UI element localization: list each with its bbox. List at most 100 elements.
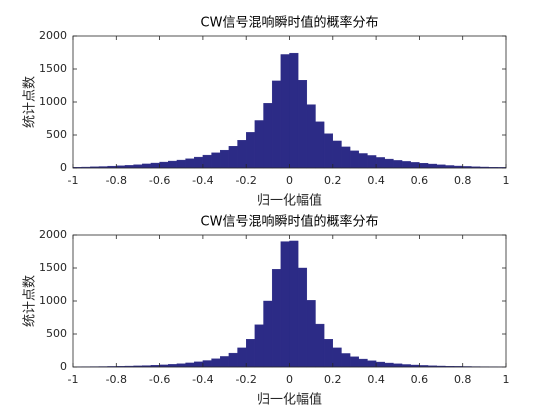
histogram-bar xyxy=(176,159,186,169)
histogram-bar xyxy=(168,160,178,169)
x-tick-label: 0 xyxy=(286,373,293,386)
histogram-bar xyxy=(271,80,282,169)
x-tick-label: 0.6 xyxy=(411,373,429,386)
histogram-bar xyxy=(245,339,256,368)
x-tick-label: -0.6 xyxy=(149,373,170,386)
histogram-bar xyxy=(254,120,264,169)
histogram-bar xyxy=(358,153,368,169)
histogram-bar xyxy=(194,361,204,368)
histogram-bar xyxy=(245,132,256,169)
y-tick-label: 1500 xyxy=(39,62,67,75)
histogram-bar xyxy=(228,146,238,169)
histogram-bar xyxy=(254,324,264,368)
histogram-bar xyxy=(367,360,377,368)
x-tick-label: 0.4 xyxy=(367,373,385,386)
y-tick-label: 500 xyxy=(46,128,67,141)
histogram-bar xyxy=(306,300,316,368)
histogram-bar xyxy=(384,158,394,169)
histogram-bar xyxy=(220,356,230,368)
histogram-bar xyxy=(419,163,429,169)
histogram-bar xyxy=(410,162,420,169)
histogram-bar xyxy=(289,52,299,169)
histogram-bar xyxy=(315,121,325,169)
x-tick-label: -0.2 xyxy=(235,174,256,187)
x-tick-label: -0.4 xyxy=(192,373,213,386)
x-tick-label: -0.6 xyxy=(149,174,170,187)
x-tick-label: -0.8 xyxy=(106,174,127,187)
x-tick-label: 0 xyxy=(286,174,293,187)
histogram-bar xyxy=(271,269,282,368)
histogram-bar xyxy=(349,356,359,368)
histogram-bar xyxy=(150,162,160,169)
histogram-bar xyxy=(263,300,273,368)
histogram-bar xyxy=(341,353,351,368)
histogram-bar xyxy=(323,339,334,368)
histogram-bar xyxy=(306,104,316,169)
histogram-bar xyxy=(436,164,446,169)
histogram-bar xyxy=(220,149,230,169)
y-tick-label: 1500 xyxy=(39,261,67,274)
histogram-bar xyxy=(349,150,359,169)
histogram-bar xyxy=(159,161,169,169)
x-tick-label: -0.4 xyxy=(192,174,213,187)
x-axis-label: 归一化幅值 xyxy=(257,193,322,209)
x-axis-label: 归一化幅值 xyxy=(257,392,322,408)
x-tick-label: 0.4 xyxy=(367,174,385,187)
x-tick-label: 0.2 xyxy=(324,174,342,187)
histogram-bar xyxy=(315,323,325,368)
y-axis-label: 统计点数 xyxy=(23,275,38,327)
histogram-bar xyxy=(133,164,143,169)
y-axis-label: 统计点数 xyxy=(23,76,38,128)
histogram-bar xyxy=(228,352,238,368)
histogram-bar xyxy=(194,156,204,169)
histogram-bar xyxy=(176,363,186,368)
histogram-bar xyxy=(211,152,221,169)
histogram-bar xyxy=(384,362,394,368)
histogram-bar xyxy=(289,240,299,368)
y-tick-label: 500 xyxy=(46,327,67,340)
y-tick-label: 0 xyxy=(60,360,67,373)
histogram-bar xyxy=(263,103,273,169)
histogram-bar xyxy=(375,157,385,169)
histogram-bar xyxy=(297,267,308,368)
x-tick-label: 1 xyxy=(503,373,510,386)
histogram-bar xyxy=(185,158,195,169)
histogram-bar xyxy=(427,163,437,169)
histogram-bar xyxy=(202,360,212,368)
histogram-bar xyxy=(202,154,212,169)
histogram-bar xyxy=(375,361,385,368)
x-tick-label: -0.8 xyxy=(106,373,127,386)
histogram-bar xyxy=(341,146,351,169)
histogram-bar xyxy=(142,163,152,169)
histogram-bar xyxy=(393,363,403,368)
x-tick-label: 0.2 xyxy=(324,373,342,386)
x-tick-label: -1 xyxy=(68,373,79,386)
y-tick-label: 1000 xyxy=(39,95,67,108)
x-tick-label: 0.8 xyxy=(454,174,472,187)
chart-title: CW信号混响瞬时值的概率分布 xyxy=(201,15,379,31)
x-tick-label: 1 xyxy=(503,174,510,187)
x-tick-label: 0.6 xyxy=(411,174,429,187)
histogram-bar xyxy=(237,347,247,368)
histogram-bar xyxy=(323,133,334,169)
histogram-bar xyxy=(185,362,195,368)
histogram-bar xyxy=(297,80,308,169)
x-tick-label: -0.2 xyxy=(235,373,256,386)
x-tick-label: -1 xyxy=(68,174,79,187)
y-tick-label: 2000 xyxy=(39,228,67,241)
histogram-bar xyxy=(280,241,290,368)
y-tick-label: 0 xyxy=(60,161,67,174)
histogram-bar xyxy=(358,358,368,368)
histogram-bar xyxy=(237,140,247,169)
y-tick-label: 2000 xyxy=(39,29,67,42)
x-tick-label: 0.8 xyxy=(454,373,472,386)
y-tick-label: 1000 xyxy=(39,294,67,307)
histogram-bar xyxy=(332,347,342,368)
histogram-bar xyxy=(367,155,377,169)
chart-title: CW信号混响瞬时值的概率分布 xyxy=(201,214,379,230)
histogram-bar xyxy=(332,140,342,169)
histogram-bar xyxy=(393,160,403,169)
histogram-bar xyxy=(280,54,290,169)
histogram-bar xyxy=(211,358,221,368)
